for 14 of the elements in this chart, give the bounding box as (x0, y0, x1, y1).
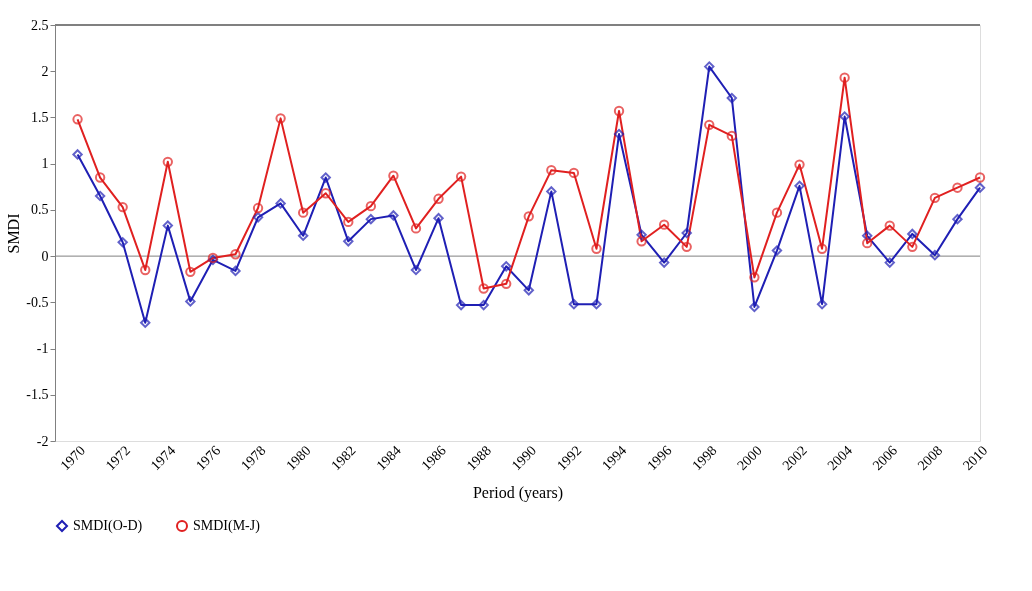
y-axis-title: SMDI (5, 213, 23, 254)
y-tick-label: 0.5 (31, 202, 49, 218)
legend-label: SMDI(O-D) (73, 518, 143, 534)
y-tick-label: -1 (36, 341, 49, 357)
y-tick-label: 1 (41, 156, 49, 172)
legend-label: SMDI(M-J) (193, 518, 261, 534)
y-tick-label: 1.5 (31, 109, 49, 125)
y-tick-label: -0.5 (26, 294, 49, 310)
x-axis-title: Period (years) (472, 484, 564, 503)
y-tick-label: -1.5 (26, 387, 49, 403)
y-tick-label: -2 (36, 433, 49, 449)
y-tick-label: 2 (41, 63, 49, 79)
y-tick-label: 0 (41, 248, 49, 264)
y-tick-label: 2.5 (31, 17, 49, 33)
